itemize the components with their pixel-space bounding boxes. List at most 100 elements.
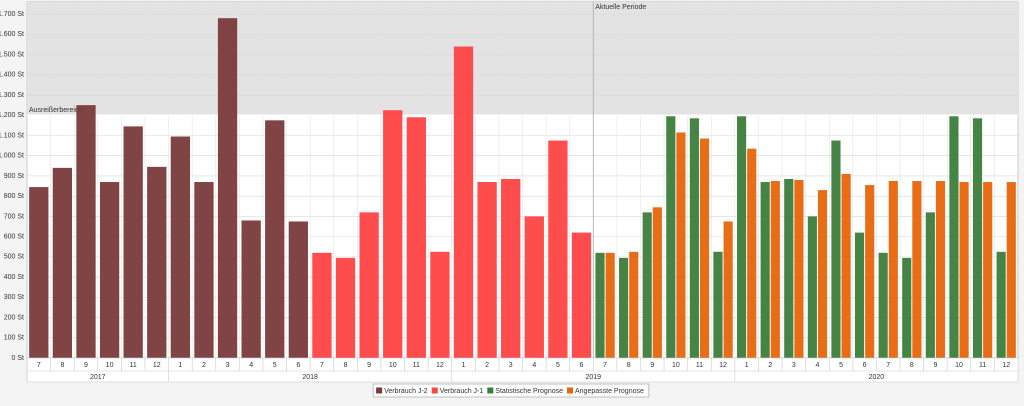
y-tick-label: 500 St — [4, 254, 24, 261]
x-tick-label: 4 — [532, 362, 536, 369]
y-tick-label: 1.500 St — [0, 51, 24, 58]
y-tick-label: 1.100 St — [0, 132, 24, 139]
bar — [123, 126, 143, 358]
x-tick-label: 1 — [745, 362, 749, 369]
y-tick-label: 800 St — [4, 193, 24, 200]
bar — [453, 46, 474, 358]
bar — [794, 180, 804, 358]
y-tick-label: 0 St — [12, 355, 25, 362]
x-tick-label: 9 — [650, 362, 654, 369]
bar — [902, 257, 912, 358]
legend-swatch — [567, 387, 573, 394]
x-tick-label: 6 — [580, 362, 584, 369]
bar — [925, 212, 935, 358]
x-tick-label: 7 — [603, 362, 607, 369]
bar — [52, 167, 73, 358]
x-tick-label: 8 — [627, 362, 631, 369]
x-tick-label: 4 — [249, 362, 253, 369]
y-tick-label: 300 St — [4, 294, 24, 301]
x-tick-label: 6 — [296, 362, 300, 369]
x-tick-label: 1 — [178, 362, 182, 369]
bar — [996, 251, 1006, 358]
bar — [477, 182, 497, 358]
x-tick-label: 12 — [719, 362, 727, 369]
x-tick-label: 9 — [367, 362, 371, 369]
year-label: 2017 — [90, 374, 106, 381]
x-tick-label: 2 — [768, 362, 772, 369]
bar — [666, 116, 676, 358]
x-tick-label: 6 — [863, 362, 867, 369]
x-tick-label: 11 — [696, 362, 703, 369]
legend-swatch — [376, 387, 383, 394]
legend-label: Statistische Prognose — [495, 388, 563, 395]
bar — [619, 257, 629, 358]
legend-swatch — [487, 387, 494, 394]
legend-label: Angepasste Prognose — [575, 388, 644, 395]
bar — [972, 118, 983, 358]
legend-box — [372, 383, 650, 398]
bar — [935, 181, 946, 358]
bar — [854, 232, 865, 358]
bar — [217, 18, 238, 358]
bar — [241, 220, 261, 358]
bar — [595, 252, 605, 358]
x-tick-label: 10 — [106, 362, 114, 369]
x-tick-label: 7 — [37, 362, 41, 369]
bar — [170, 136, 191, 358]
x-tick-label: 10 — [955, 362, 963, 369]
bar — [699, 138, 710, 358]
bar — [642, 212, 652, 358]
y-tick-label: 600 St — [4, 233, 24, 240]
y-tick-label: 1.400 St — [0, 72, 24, 79]
x-tick-label: 12 — [1002, 362, 1010, 369]
bar — [959, 182, 969, 358]
bar — [571, 232, 592, 358]
bar — [888, 181, 898, 358]
x-tick-label: 11 — [413, 362, 420, 369]
legend-label: Verbrauch J-1 — [440, 388, 484, 395]
bar — [713, 251, 723, 358]
y-tick-label: 200 St — [4, 314, 24, 321]
bar — [335, 257, 356, 358]
x-tick-label: 12 — [436, 362, 444, 369]
bar — [99, 182, 120, 358]
bar — [676, 132, 686, 358]
bar — [430, 251, 450, 358]
x-tick-label: 8 — [344, 362, 348, 369]
x-tick-label: 9 — [84, 362, 88, 369]
x-tick-label: 8 — [60, 362, 64, 369]
y-tick-label: 700 St — [4, 213, 24, 220]
bar — [878, 252, 888, 358]
bar — [747, 148, 757, 358]
bar — [29, 187, 49, 358]
legend-swatch — [431, 387, 438, 394]
bar — [831, 140, 841, 358]
bar — [288, 221, 308, 358]
bar — [760, 182, 770, 358]
bar — [312, 252, 332, 358]
legend-label: Verbrauch J-2 — [384, 388, 428, 395]
x-tick-label: 5 — [839, 362, 843, 369]
x-tick-label: 8 — [910, 362, 914, 369]
x-tick-label: 7 — [886, 362, 890, 369]
bar — [841, 173, 851, 358]
current-period-label: Aktuelle Periode — [595, 4, 646, 11]
x-tick-label: 3 — [226, 362, 230, 369]
year-label: 2019 — [585, 374, 601, 381]
y-tick-label: 400 St — [4, 274, 24, 281]
bar — [383, 110, 403, 358]
bar — [652, 207, 662, 358]
x-tick-label: 10 — [672, 362, 680, 369]
year-label: 2018 — [302, 374, 318, 381]
x-tick-label: 11 — [130, 362, 137, 369]
x-tick-label: 3 — [792, 362, 796, 369]
x-tick-label: 1 — [462, 362, 466, 369]
outlier-label: Ausreißerbereich — [29, 107, 82, 114]
bar — [807, 216, 817, 358]
bar — [605, 252, 615, 358]
bar — [76, 105, 96, 358]
bar — [784, 178, 794, 358]
legend: Verbrauch J-2 Verbrauch J-1 Statistische P… — [372, 383, 650, 398]
x-tick-label: 9 — [933, 362, 937, 369]
